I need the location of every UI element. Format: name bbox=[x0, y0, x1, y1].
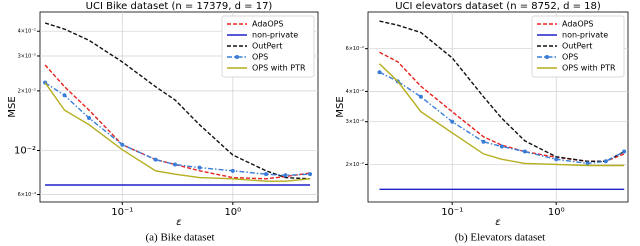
marker bbox=[173, 162, 178, 167]
y-tick-label: 6×10⁻² bbox=[346, 46, 364, 52]
series-line bbox=[379, 63, 625, 167]
series-line bbox=[44, 82, 311, 177]
series-line bbox=[44, 64, 311, 180]
y-axis-label: MSE bbox=[7, 96, 18, 117]
marker bbox=[481, 139, 486, 144]
y-axis-label: MSE bbox=[335, 96, 346, 117]
y-tick-label: 4×10⁻² bbox=[18, 29, 36, 35]
chart-title: UCI elevators dataset (n = 8752, d = 18) bbox=[395, 1, 601, 12]
marker bbox=[585, 161, 590, 166]
caption: (a) Bike dataset bbox=[145, 232, 214, 244]
x-tick-label: 10⁰ bbox=[548, 207, 565, 218]
legend-label: OutPert bbox=[252, 42, 282, 51]
marker bbox=[377, 70, 382, 75]
legend-label: non-private bbox=[252, 31, 298, 40]
marker bbox=[153, 157, 158, 162]
marker bbox=[622, 149, 627, 154]
x-tick-label: 10⁻¹ bbox=[441, 207, 463, 218]
x-tick-label: 10⁰ bbox=[224, 207, 241, 218]
marker bbox=[62, 93, 67, 98]
series-line bbox=[44, 82, 311, 182]
legend-label: AdaOPS bbox=[562, 20, 594, 29]
legend-label: AdaOPS bbox=[252, 20, 284, 29]
marker bbox=[603, 159, 608, 164]
marker bbox=[522, 149, 527, 154]
marker bbox=[554, 157, 559, 162]
legend-label: OutPert bbox=[562, 42, 592, 51]
marker bbox=[283, 173, 288, 178]
y-tick-label: 10⁻² bbox=[14, 146, 36, 157]
y-tick-label: 2×10⁻² bbox=[346, 162, 364, 168]
marker bbox=[499, 144, 504, 149]
legend-box bbox=[531, 15, 625, 78]
y-tick-label: 3×10⁻² bbox=[18, 53, 36, 59]
legend-marker bbox=[235, 55, 239, 59]
legend-label: OPS with PTR bbox=[252, 64, 306, 73]
legend-label: non-private bbox=[562, 31, 608, 40]
series-line bbox=[379, 20, 625, 162]
chart-title: UCI Bike dataset (n = 17379, d = 17) bbox=[86, 1, 273, 12]
legend-label: OPS bbox=[562, 53, 578, 62]
legend-label: OPS bbox=[252, 53, 268, 62]
x-axis-label: ε bbox=[495, 217, 501, 228]
marker bbox=[230, 168, 235, 173]
marker bbox=[418, 94, 423, 99]
legend-marker bbox=[545, 55, 549, 59]
x-axis-label: ε bbox=[176, 217, 182, 228]
marker bbox=[308, 172, 313, 177]
y-tick-label: 6×10⁻³ bbox=[18, 192, 36, 198]
legend-box bbox=[221, 15, 315, 78]
y-tick-label: 2×10⁻² bbox=[18, 88, 36, 94]
marker bbox=[450, 119, 455, 124]
marker bbox=[120, 142, 125, 147]
legend-label: OPS with PTR bbox=[562, 64, 616, 73]
marker bbox=[87, 115, 92, 120]
marker bbox=[264, 172, 269, 177]
series-line bbox=[44, 22, 311, 180]
caption: (b) Elevators dataset bbox=[455, 232, 545, 244]
marker bbox=[197, 165, 202, 170]
x-tick-label: 10⁻¹ bbox=[111, 207, 133, 218]
y-tick-label: 4×10⁻² bbox=[346, 89, 364, 95]
y-tick-label: 3×10⁻² bbox=[346, 119, 364, 125]
